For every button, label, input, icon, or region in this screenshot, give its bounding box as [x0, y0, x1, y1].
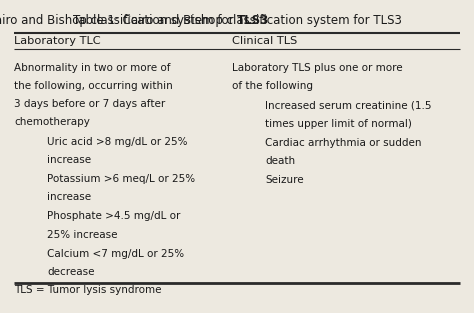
Text: Table 1: Cairo and Bishop classification system for: Table 1: Cairo and Bishop classification…: [0, 14, 237, 27]
Text: decrease: decrease: [47, 267, 95, 277]
Text: 25% increase: 25% increase: [47, 230, 118, 240]
Text: Abnormality in two or more of: Abnormality in two or more of: [14, 63, 171, 73]
Text: the following, occurring within: the following, occurring within: [14, 81, 173, 91]
Text: Clinical TLS: Clinical TLS: [232, 36, 298, 46]
Text: TLS = Tumor lysis syndrome: TLS = Tumor lysis syndrome: [14, 285, 162, 295]
Text: chemotherapy: chemotherapy: [14, 117, 90, 127]
Text: times upper limit of normal): times upper limit of normal): [265, 119, 412, 129]
Text: Laboratory TLC: Laboratory TLC: [14, 36, 101, 46]
Text: TLS3: TLS3: [237, 14, 269, 27]
Text: Seizure: Seizure: [265, 175, 304, 185]
Text: death: death: [265, 156, 296, 166]
Text: of the following: of the following: [232, 81, 313, 91]
Text: Table 1: Cairo and Bishop classification system for: Table 1: Cairo and Bishop classification…: [87, 14, 387, 27]
Text: increase: increase: [47, 192, 91, 203]
Text: Calcium <7 mg/dL or 25%: Calcium <7 mg/dL or 25%: [47, 249, 184, 259]
Text: Table 1: Cairo and Bishop classification system for TLS3: Table 1: Cairo and Bishop classification…: [73, 14, 401, 27]
Text: Phosphate >4.5 mg/dL or: Phosphate >4.5 mg/dL or: [47, 212, 181, 222]
Text: Uric acid >8 mg/dL or 25%: Uric acid >8 mg/dL or 25%: [47, 137, 188, 147]
Text: Increased serum creatinine (1.5: Increased serum creatinine (1.5: [265, 101, 432, 111]
Text: 3 days before or 7 days after: 3 days before or 7 days after: [14, 99, 165, 109]
Text: increase: increase: [47, 155, 91, 165]
Text: Laboratory TLS plus one or more: Laboratory TLS plus one or more: [232, 63, 403, 73]
Text: Potassium >6 meq/L or 25%: Potassium >6 meq/L or 25%: [47, 174, 195, 184]
Text: Cardiac arrhythmia or sudden: Cardiac arrhythmia or sudden: [265, 138, 422, 148]
